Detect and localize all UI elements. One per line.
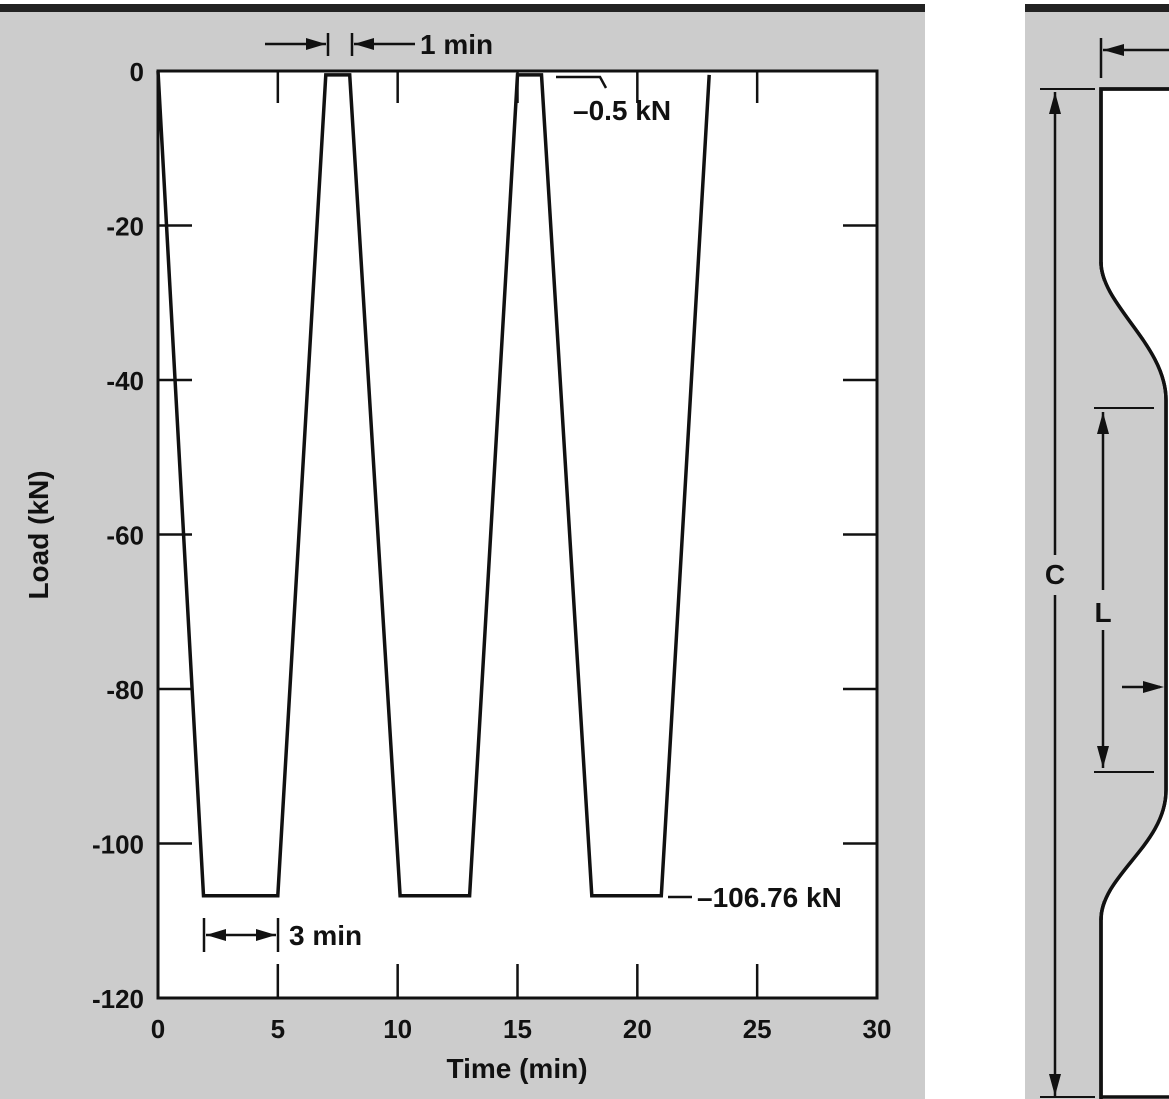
- x-tick-label: 25: [743, 1014, 772, 1044]
- diagram-panel-top-border: [1025, 4, 1169, 12]
- annotation-3-min: 3 min: [202, 918, 362, 952]
- y-tick-label: -60: [106, 521, 144, 551]
- chart-panel-top-border: [0, 4, 925, 12]
- dimension-c-label: C: [1045, 559, 1065, 590]
- annotation-3-min-label: 3 min: [289, 920, 362, 951]
- x-axis-title: Time (min): [446, 1053, 587, 1084]
- y-tick-label: -100: [92, 830, 144, 860]
- y-axis-tick-labels: 0 -20 -40 -60 -80 -100 -120: [92, 57, 144, 1014]
- y-tick-label: -40: [106, 366, 144, 396]
- y-tick-label: -80: [106, 675, 144, 705]
- dimension-c: C: [1040, 88, 1095, 1098]
- annotation-106-76-kn-label: –106.76 kN: [697, 882, 842, 913]
- y-axis-title: Load (kN): [23, 470, 54, 599]
- plot-area: [156, 69, 879, 1000]
- annotation-1-min: 1 min: [265, 29, 493, 60]
- annotation-0-5-kn: –0.5 kN: [556, 75, 671, 126]
- x-tick-label: 10: [383, 1014, 412, 1044]
- x-tick-label: 0: [151, 1014, 165, 1044]
- thickness-arrow: [1122, 681, 1164, 693]
- y-tick-label: 0: [130, 57, 144, 87]
- width-dimension: [1099, 38, 1169, 78]
- annotation-1-min-label: 1 min: [420, 29, 493, 60]
- dimension-l: L: [1089, 407, 1154, 773]
- x-tick-label: 15: [503, 1014, 532, 1044]
- x-tick-label: 30: [863, 1014, 892, 1044]
- annotation-106-76-kn: –106.76 kN: [668, 882, 842, 913]
- x-tick-label: 20: [623, 1014, 652, 1044]
- y-tick-label: -120: [92, 984, 144, 1014]
- annotation-0-5-kn-label: –0.5 kN: [573, 95, 671, 126]
- y-tick-label: -20: [106, 212, 144, 242]
- x-tick-label: 5: [271, 1014, 285, 1044]
- x-axis-tick-labels: 0 5 10 15 20 25 30: [151, 1014, 892, 1044]
- dimension-l-label: L: [1094, 597, 1111, 628]
- series-line-load-profile: [156, 70, 711, 898]
